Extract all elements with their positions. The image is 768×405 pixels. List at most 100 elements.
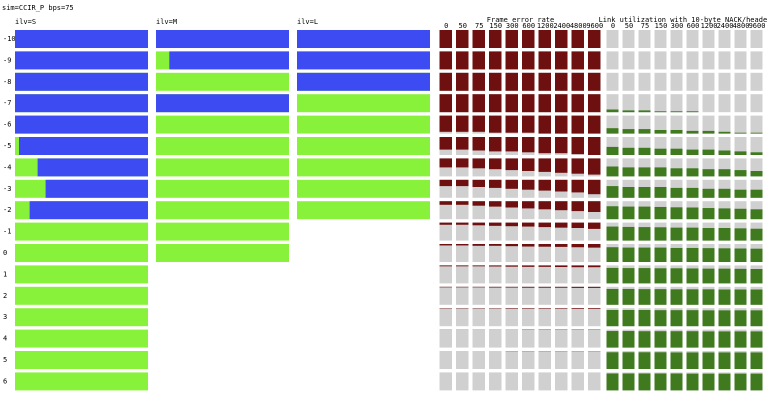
cell-bg	[522, 265, 535, 284]
cell-bar	[638, 373, 651, 391]
cell-bg	[750, 137, 763, 155]
cell-bar	[654, 310, 667, 327]
cell-bar	[571, 30, 584, 48]
cell-bar	[571, 286, 584, 288]
cell-bar	[439, 265, 452, 267]
cell-bar	[750, 171, 763, 177]
cell-bar	[638, 187, 651, 198]
cell-bar	[588, 286, 601, 288]
cell-bar	[505, 179, 518, 189]
cell-bar	[750, 189, 763, 198]
grid-title: Link utilization with 10-byte NACK/heade…	[599, 16, 768, 24]
strip-bg	[15, 286, 148, 305]
panel-label: ilv=L	[297, 18, 318, 26]
cell-bg	[439, 201, 452, 220]
cell-bg	[571, 351, 584, 369]
cell-bg	[718, 30, 731, 48]
cell-bar	[686, 207, 699, 220]
cell-bar	[638, 268, 651, 284]
cell-bg	[654, 115, 667, 134]
cell-bg	[505, 286, 518, 305]
cell-bg	[472, 372, 485, 391]
cell-bar	[606, 186, 619, 198]
cell-bg	[472, 351, 485, 369]
cell-bar	[522, 115, 535, 133]
strip-blue	[15, 72, 148, 91]
cell-bar	[472, 72, 485, 91]
cell-bg	[489, 351, 502, 369]
strip-bg	[15, 265, 148, 284]
cell-bar	[670, 111, 683, 113]
strip-blue	[15, 51, 148, 70]
cell-bg	[734, 30, 747, 48]
cell-bar	[439, 115, 452, 132]
cell-bar	[505, 265, 518, 267]
cell-bar	[571, 137, 584, 155]
cell-bg	[750, 30, 763, 48]
strip-blue	[156, 30, 289, 48]
cell-bar	[654, 352, 667, 369]
cell-bar	[538, 137, 551, 154]
cell-bar	[750, 248, 763, 262]
cell-bar	[522, 244, 535, 247]
cell-bar	[555, 222, 568, 228]
cell-bar	[718, 373, 731, 391]
cell-bar	[538, 51, 551, 70]
cell-bg	[622, 30, 635, 48]
row-label: 1	[3, 270, 7, 278]
cell-bg	[439, 244, 452, 262]
strip-bg	[156, 222, 289, 241]
cell-bar	[489, 179, 502, 188]
cell-bar	[505, 308, 518, 309]
cell-bar	[489, 51, 502, 70]
cell-bg	[555, 351, 568, 369]
cell-bar	[456, 72, 469, 91]
cell-bg	[571, 329, 584, 348]
col-label: 75	[475, 22, 483, 30]
col-label: 300	[506, 22, 519, 30]
cell-bar	[588, 179, 601, 195]
strip-blue	[15, 94, 148, 113]
cell-bar	[472, 179, 485, 187]
cell-bar	[538, 158, 551, 172]
cell-bar	[622, 268, 635, 284]
cell-bg	[472, 308, 485, 327]
strip-bg	[297, 201, 430, 220]
cell-bar	[622, 331, 635, 348]
cell-bar	[456, 286, 469, 288]
cell-bg	[734, 137, 747, 155]
cell-bar	[571, 201, 584, 212]
cell-bar	[472, 137, 485, 151]
cell-bg	[734, 51, 747, 70]
cell-bar	[571, 94, 584, 113]
cell-bar	[472, 158, 485, 169]
cell-bar	[638, 310, 651, 327]
cell-bg	[472, 329, 485, 348]
cell-bar	[734, 170, 747, 177]
cell-bg	[750, 72, 763, 91]
cell-bar	[718, 131, 731, 134]
cell-bar	[734, 248, 747, 262]
col-label: 4800	[570, 22, 587, 30]
cell-bar	[606, 267, 619, 284]
cell-bar	[456, 30, 469, 48]
cell-bar	[588, 115, 601, 134]
cell-bar	[472, 222, 485, 226]
cell-bg	[439, 222, 452, 241]
cell-bar	[472, 94, 485, 113]
cell-bg	[505, 265, 518, 284]
cell-bar	[686, 247, 699, 262]
cell-bar	[734, 310, 747, 327]
cell-bg	[522, 222, 535, 241]
cell-bar	[588, 265, 601, 268]
cell-bg	[718, 115, 731, 134]
cell-bar	[718, 248, 731, 262]
cell-bar	[606, 288, 619, 305]
cell-bar	[622, 147, 635, 155]
cell-bar	[702, 169, 715, 177]
cell-bar	[654, 130, 667, 134]
cell-bar	[734, 331, 747, 348]
cell-bar	[505, 30, 518, 48]
cell-bar	[489, 115, 502, 133]
cell-bar	[702, 208, 715, 220]
